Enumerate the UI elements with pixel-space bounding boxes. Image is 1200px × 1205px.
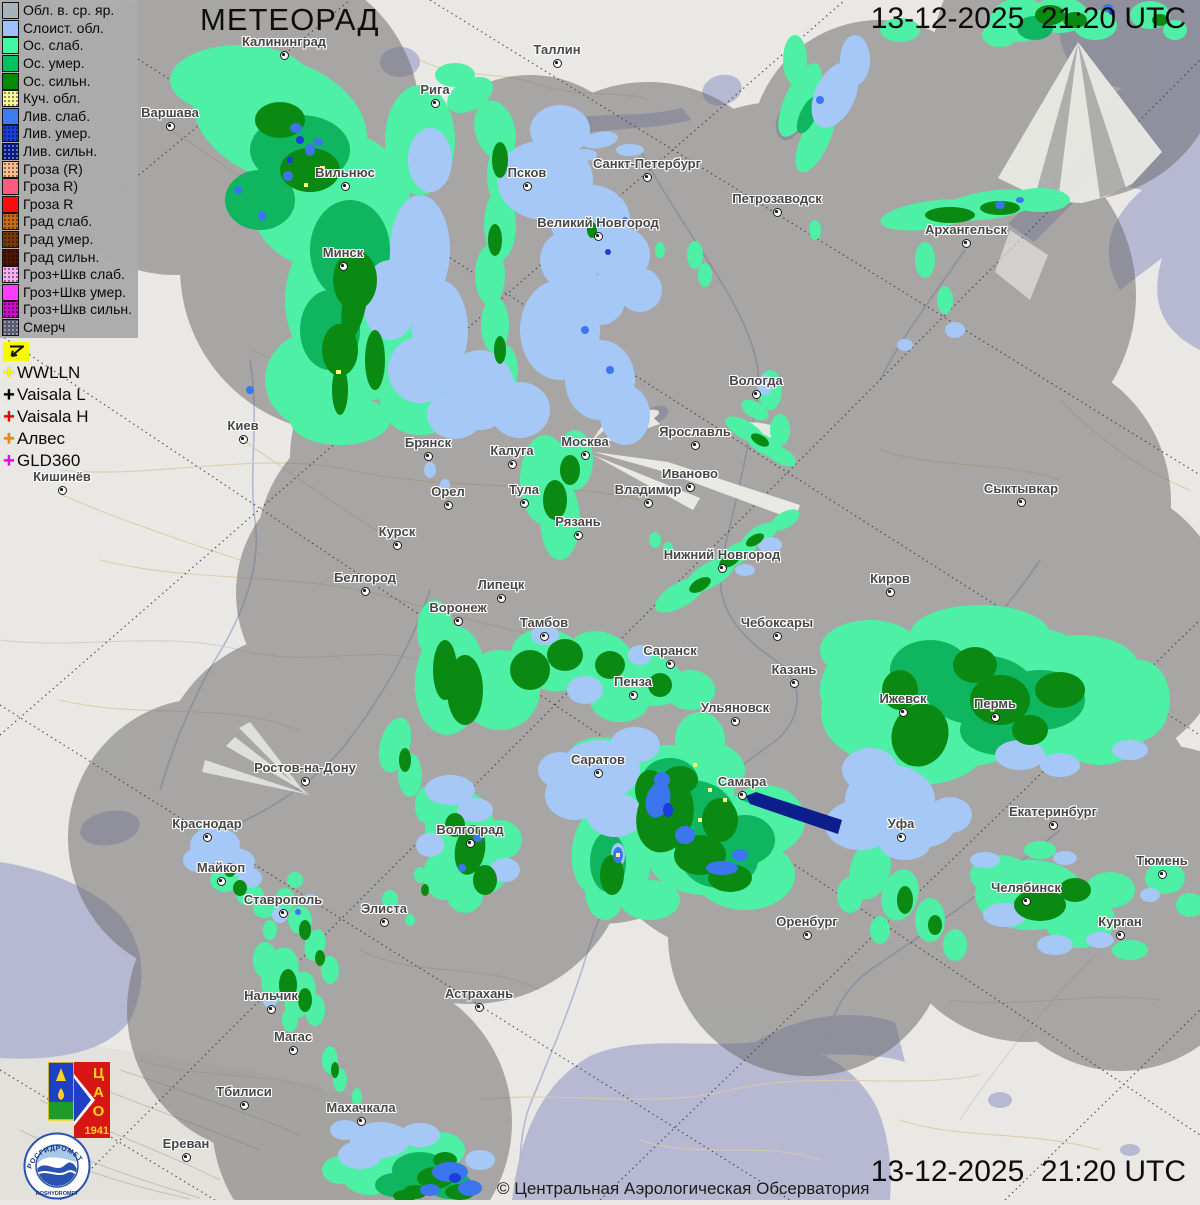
legend-swatch	[2, 231, 19, 249]
legend-label: Слоист. обл.	[23, 19, 104, 36]
legend-row: Лив. сильн.	[2, 143, 138, 161]
lightning-label: GLD360	[17, 451, 81, 470]
legend-swatch	[2, 2, 19, 20]
legend-row: Ос. слаб.	[2, 37, 138, 55]
roshydromet-logo: РОСГИДРОМЕТ ROSHYDROMET	[23, 1132, 91, 1200]
strike-arrow-icon	[10, 345, 24, 357]
legend-row: Слоист. обл.	[2, 19, 138, 38]
legend-row: Смерч	[2, 318, 138, 337]
legend-row: Лив. слаб.	[2, 107, 138, 126]
timestamp-top: 13-12-2025 21:20 UTC	[870, 2, 1186, 35]
legend-row: Куч. обл.	[2, 90, 138, 108]
legend-label: Гроза R	[23, 195, 74, 212]
legend-row: Ос. умер.	[2, 55, 138, 73]
lightning-label: Алвес	[17, 429, 66, 448]
legend-label: Град сильн.	[23, 248, 100, 265]
strike-symbol-box	[3, 342, 29, 361]
cao-logo: ЦАО 1941	[47, 1061, 110, 1138]
lightning-legend: + WWLLN + Vaisala L + Vaisala H + Алвес + GLD360	[1, 362, 89, 472]
legend-row: Гроза R)	[2, 178, 138, 196]
cao-year: 1941	[84, 1125, 109, 1137]
legend-label: Гроза R)	[23, 178, 79, 195]
legend-swatch	[2, 213, 19, 231]
lightning-cross-icon: +	[3, 450, 15, 472]
lightning-cross-icon: +	[3, 406, 15, 428]
legend-items: Обл. в. ср. яр. Слоист. обл. Ос. слаб. Ос. …	[2, 2, 138, 336]
legend-row: Ос. сильн.	[2, 72, 138, 90]
legend-swatch	[2, 301, 19, 319]
legend-label: Лив. умер.	[23, 125, 92, 142]
shower-mod-layer	[287, 9, 1115, 1183]
legend-panel: Обл. в. ср. яр. Слоист. обл. Ос. слаб. Ос. …	[0, 0, 138, 339]
legend-swatch	[2, 37, 19, 55]
legend-label: Гроза (R)	[23, 160, 83, 177]
legend-swatch	[2, 248, 19, 266]
precip-heavy-layer	[224, 5, 1168, 1200]
legend-label: Гроз+Шкв слаб.	[23, 266, 125, 283]
legend-row: Гроза R	[2, 195, 138, 214]
lightning-row: + Vaisala L	[1, 384, 89, 406]
legend-row: Гроз+Шкв сильн.	[2, 301, 138, 319]
precipitation	[170, 0, 1200, 1200]
cumulus-layer	[304, 166, 727, 857]
legend-label: Куч. обл.	[23, 90, 81, 107]
timestamp-bottom: 13-12-2025 21:20 UTC	[870, 1155, 1186, 1188]
legend-label: Смерч	[23, 318, 66, 335]
legend-swatch	[2, 19, 19, 37]
legend-swatch	[2, 160, 19, 178]
legend-label: Обл. в. ср. яр.	[23, 2, 115, 19]
legend-row: Гроз+Шкв умер.	[2, 283, 138, 302]
legend-swatch	[2, 143, 19, 161]
legend-row: Гроз+Шкв слаб.	[2, 266, 138, 284]
cao-letters: ЦАО	[90, 1065, 107, 1122]
legend-row: Град сильн.	[2, 248, 138, 266]
legend-label: Ос. сильн.	[23, 72, 91, 89]
legend-row: Град умер.	[2, 231, 138, 249]
legend-swatch	[2, 178, 19, 196]
cao-flag-icon	[47, 1061, 110, 1138]
roshydromet-icon: РОСГИДРОМЕТ ROSHYDROMET	[23, 1132, 91, 1200]
legend-swatch	[2, 266, 19, 284]
legend-swatch	[2, 125, 19, 143]
lightning-row: + Vaisala H	[1, 406, 89, 428]
legend-row: Гроза (R)	[2, 160, 138, 178]
legend-swatch	[2, 195, 19, 213]
page-title: МЕТЕОРАД	[200, 2, 380, 37]
ros-bottom-text: ROSHYDROMET	[36, 1191, 79, 1197]
lightning-row: + GLD360	[1, 450, 89, 472]
legend-label: Ос. слаб.	[23, 37, 84, 54]
lightning-cross-icon: +	[3, 362, 15, 384]
lightning-label: Vaisala H	[17, 407, 89, 426]
legend-swatch	[2, 55, 19, 73]
legend-label: Град умер.	[23, 231, 94, 248]
lightning-cross-icon: +	[3, 384, 15, 406]
legend-label: Гроз+Шкв сильн.	[23, 301, 132, 318]
lightning-row: + Алвес	[1, 428, 89, 450]
legend-label: Град слаб.	[23, 213, 93, 230]
legend-swatch	[2, 107, 19, 125]
lightning-row: + WWLLN	[1, 362, 89, 384]
legend-row: Лив. умер.	[2, 125, 138, 143]
legend-label: Ос. умер.	[23, 55, 85, 72]
lightning-label: WWLLN	[17, 363, 81, 382]
legend-label: Лив. сильн.	[23, 143, 98, 160]
lightning-label: Vaisala L	[17, 385, 86, 404]
legend-row: Обл. в. ср. яр.	[2, 2, 138, 20]
lightning-cross-icon: +	[3, 428, 15, 450]
copyright-text: © Центральная Аэрологическая Обсерватори…	[497, 1179, 870, 1198]
legend-swatch	[2, 283, 19, 301]
legend-swatch	[2, 90, 19, 108]
legend-label: Лив. слаб.	[23, 107, 91, 124]
legend-swatch	[2, 72, 19, 90]
legend-row: Град слаб.	[2, 213, 138, 231]
legend-label: Гроз+Шкв умер.	[23, 283, 127, 300]
legend-swatch	[2, 318, 19, 336]
